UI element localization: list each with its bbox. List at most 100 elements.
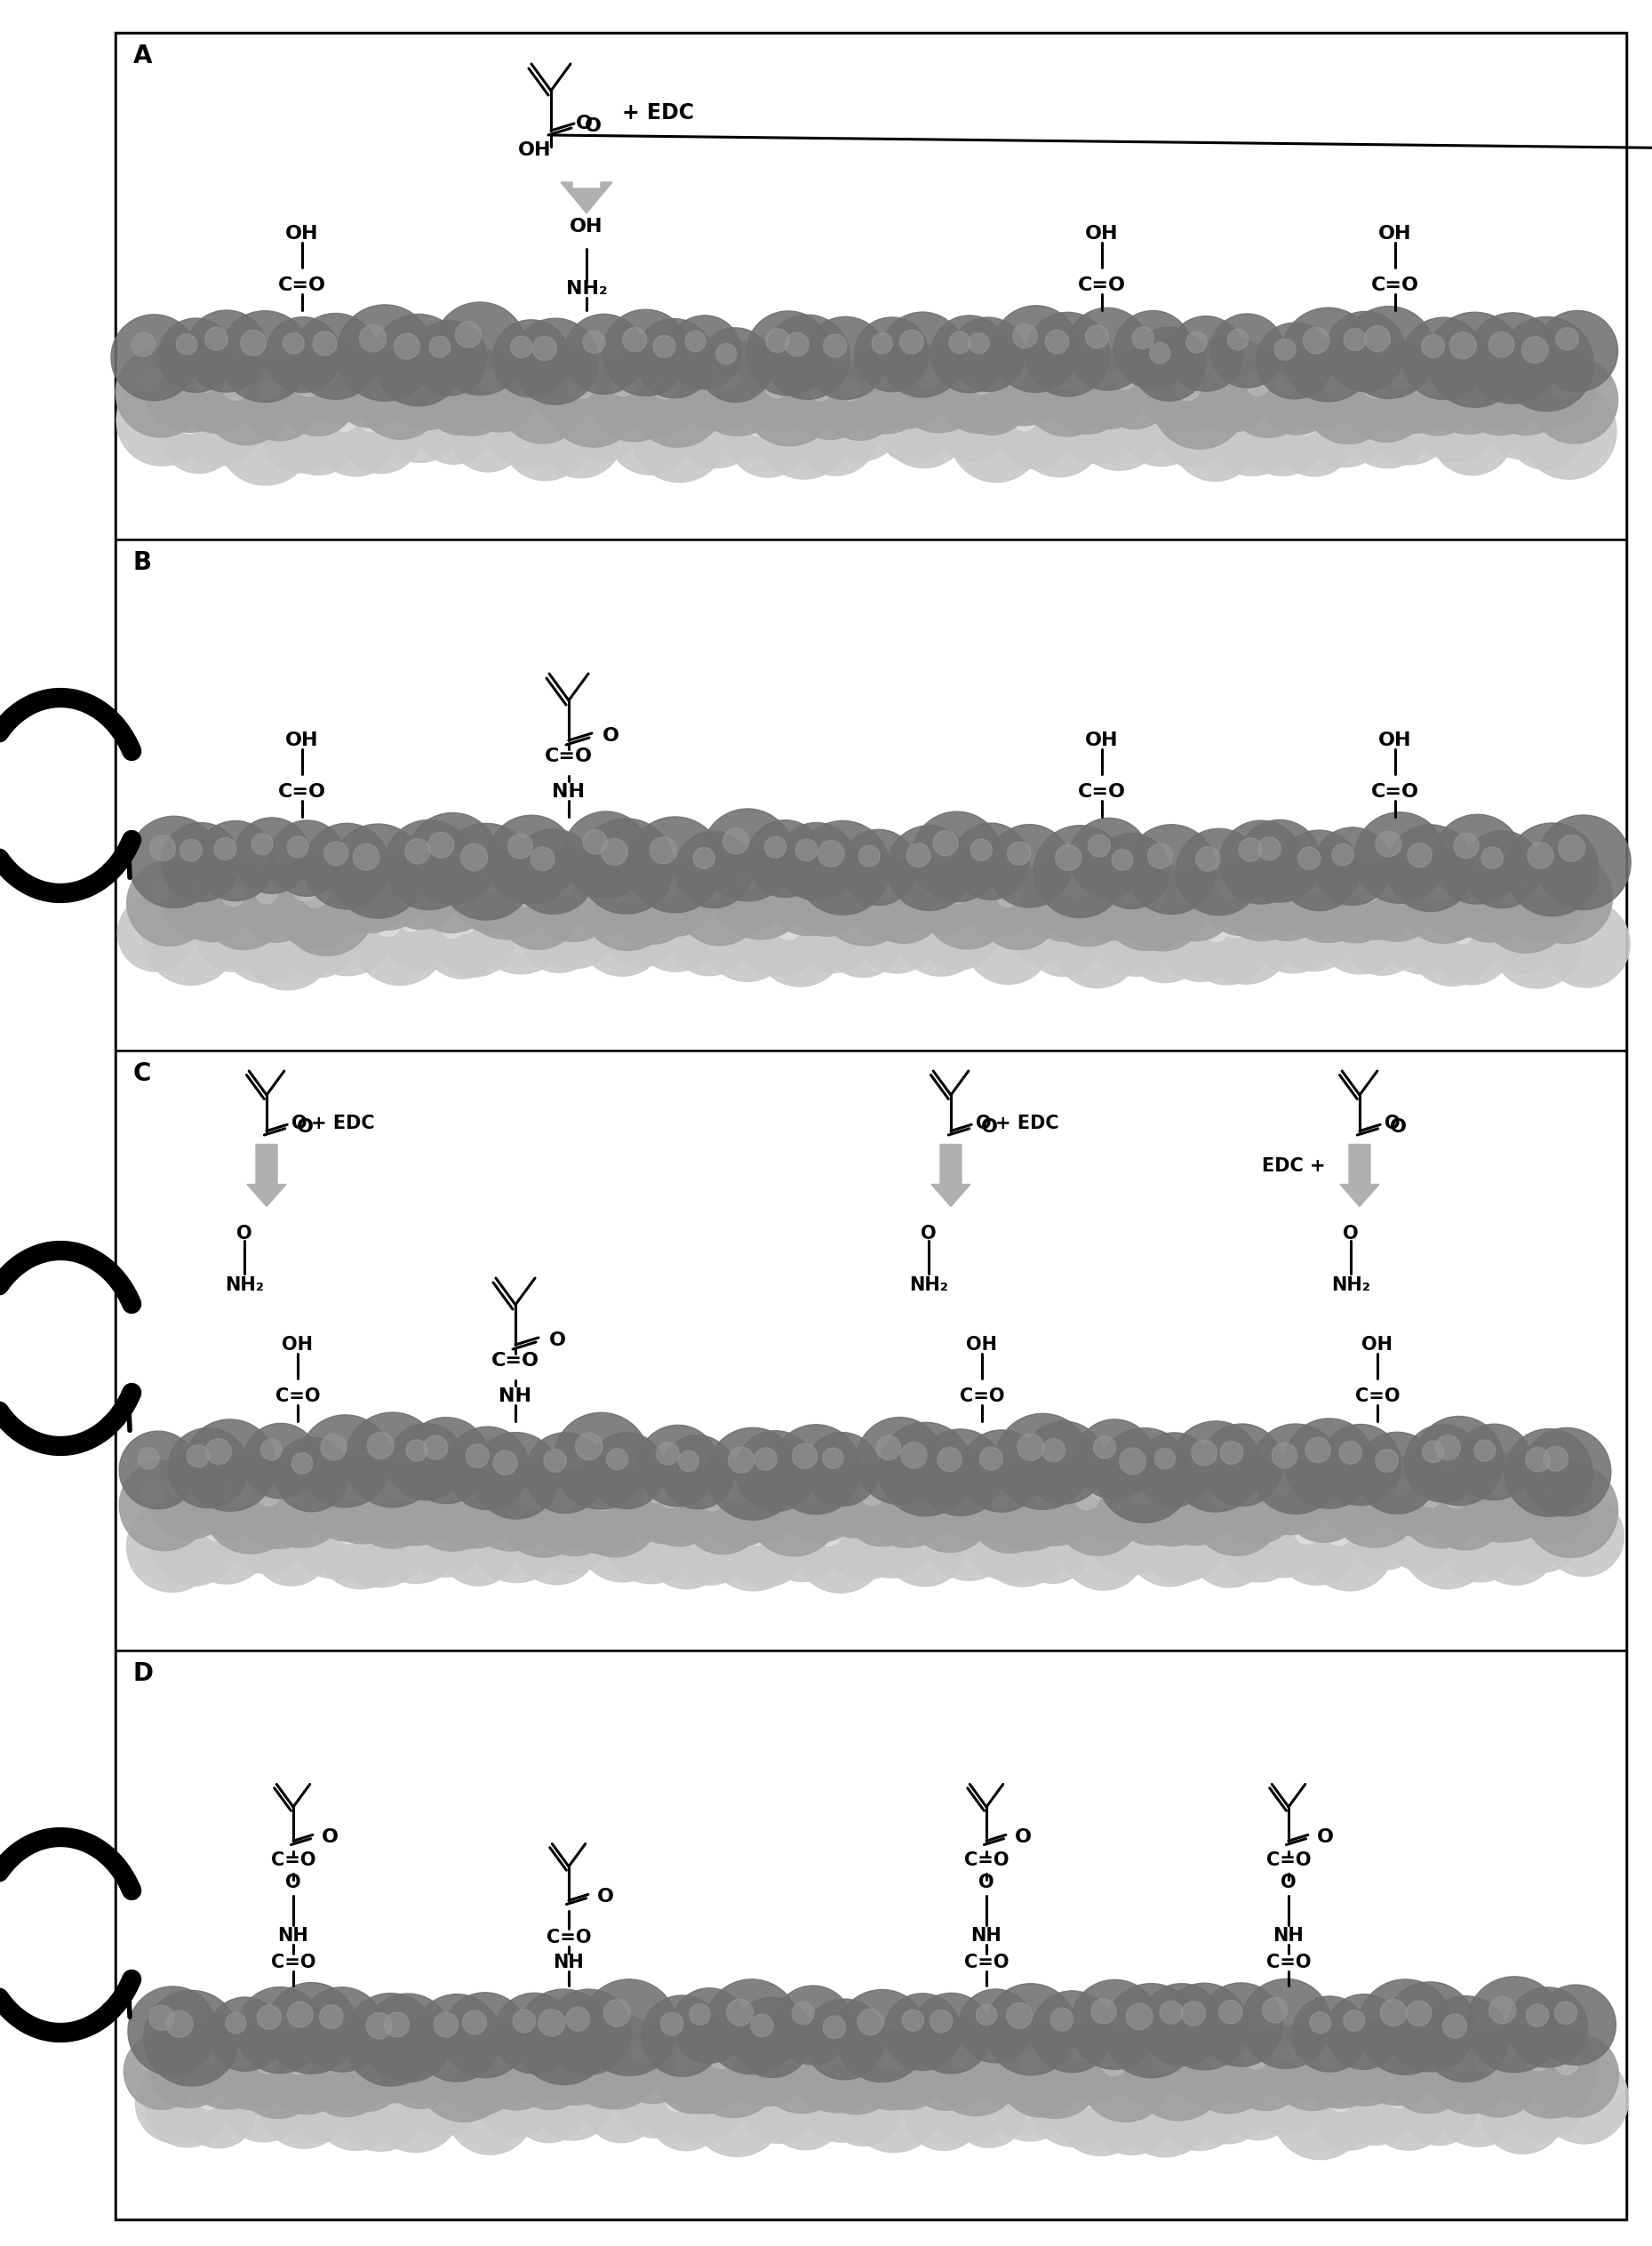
- Circle shape: [1196, 847, 1221, 871]
- Circle shape: [1146, 1518, 1171, 1543]
- Circle shape: [1244, 2046, 1267, 2069]
- Circle shape: [469, 867, 494, 889]
- Circle shape: [689, 2003, 710, 2026]
- Circle shape: [1300, 2028, 1381, 2109]
- Text: OH: OH: [1085, 732, 1118, 750]
- Circle shape: [1178, 916, 1203, 939]
- Circle shape: [818, 1485, 914, 1579]
- Circle shape: [677, 860, 763, 946]
- Circle shape: [167, 912, 192, 937]
- Circle shape: [691, 341, 785, 436]
- Circle shape: [1191, 411, 1216, 436]
- Circle shape: [1302, 867, 1330, 894]
- Circle shape: [192, 1458, 273, 1539]
- Circle shape: [235, 818, 311, 894]
- Circle shape: [796, 1473, 821, 1498]
- Circle shape: [225, 1478, 253, 1505]
- Bar: [116, 539, 1626, 1051]
- Circle shape: [1292, 903, 1315, 928]
- Circle shape: [1041, 851, 1135, 946]
- Circle shape: [847, 1489, 937, 1579]
- Circle shape: [876, 910, 899, 932]
- Circle shape: [1356, 1433, 1437, 1514]
- Circle shape: [1305, 1503, 1394, 1590]
- Circle shape: [1262, 1997, 1287, 2024]
- Circle shape: [790, 2019, 882, 2113]
- Circle shape: [416, 389, 491, 465]
- Circle shape: [999, 2035, 1082, 2118]
- Circle shape: [1505, 822, 1599, 916]
- Circle shape: [1488, 332, 1515, 357]
- Circle shape: [1057, 380, 1142, 465]
- Circle shape: [167, 2042, 190, 2066]
- Circle shape: [1095, 398, 1120, 424]
- Circle shape: [598, 907, 623, 932]
- Circle shape: [724, 829, 748, 853]
- Circle shape: [1132, 328, 1206, 402]
- Circle shape: [1512, 1462, 1593, 1543]
- Circle shape: [649, 838, 677, 865]
- Circle shape: [190, 876, 215, 898]
- Circle shape: [1310, 2012, 1332, 2033]
- Circle shape: [765, 2069, 846, 2149]
- Circle shape: [1444, 359, 1470, 386]
- Circle shape: [659, 2053, 747, 2140]
- Circle shape: [131, 332, 155, 357]
- Circle shape: [1533, 362, 1556, 384]
- Circle shape: [180, 2071, 256, 2147]
- Circle shape: [177, 335, 197, 355]
- Circle shape: [922, 2087, 945, 2109]
- Circle shape: [1227, 355, 1310, 438]
- Text: OH: OH: [1085, 225, 1118, 243]
- Circle shape: [950, 389, 1042, 483]
- Circle shape: [276, 2051, 365, 2140]
- Circle shape: [1490, 1473, 1513, 1498]
- Circle shape: [996, 393, 1072, 469]
- Circle shape: [145, 2062, 230, 2147]
- Circle shape: [170, 1516, 195, 1541]
- Circle shape: [1561, 2073, 1586, 2098]
- Circle shape: [691, 1525, 712, 1545]
- Circle shape: [474, 880, 568, 975]
- Circle shape: [935, 386, 1009, 460]
- Circle shape: [355, 2021, 436, 2102]
- Circle shape: [1201, 1424, 1284, 1507]
- Text: NH₂: NH₂: [565, 281, 608, 299]
- Circle shape: [372, 314, 464, 407]
- Circle shape: [857, 2008, 884, 2035]
- Circle shape: [1274, 339, 1365, 429]
- Circle shape: [327, 849, 413, 932]
- Text: C=O: C=O: [965, 1851, 1009, 1869]
- Circle shape: [1008, 842, 1031, 865]
- Circle shape: [570, 858, 646, 934]
- Circle shape: [433, 892, 517, 977]
- Circle shape: [1389, 362, 1414, 389]
- Circle shape: [340, 391, 423, 474]
- Circle shape: [666, 2089, 687, 2111]
- Circle shape: [1175, 1485, 1196, 1505]
- Circle shape: [765, 314, 849, 400]
- Circle shape: [937, 346, 1023, 433]
- Circle shape: [854, 317, 928, 391]
- Circle shape: [1120, 1449, 1146, 1473]
- Circle shape: [852, 2030, 932, 2109]
- Circle shape: [1110, 901, 1138, 928]
- Circle shape: [159, 856, 241, 939]
- Circle shape: [933, 831, 958, 856]
- Circle shape: [1313, 880, 1406, 975]
- Circle shape: [709, 851, 790, 932]
- Circle shape: [180, 840, 202, 860]
- Circle shape: [529, 853, 618, 941]
- Circle shape: [912, 811, 1003, 903]
- Circle shape: [826, 2069, 902, 2145]
- Circle shape: [316, 362, 339, 384]
- Circle shape: [767, 328, 790, 353]
- Circle shape: [1064, 366, 1089, 391]
- Circle shape: [1140, 2080, 1166, 2107]
- Text: + EDC: + EDC: [623, 103, 694, 124]
- Circle shape: [1551, 375, 1576, 400]
- Circle shape: [923, 860, 1011, 950]
- Circle shape: [211, 2026, 294, 2109]
- Text: A: A: [134, 43, 152, 67]
- Text: B: B: [134, 550, 152, 575]
